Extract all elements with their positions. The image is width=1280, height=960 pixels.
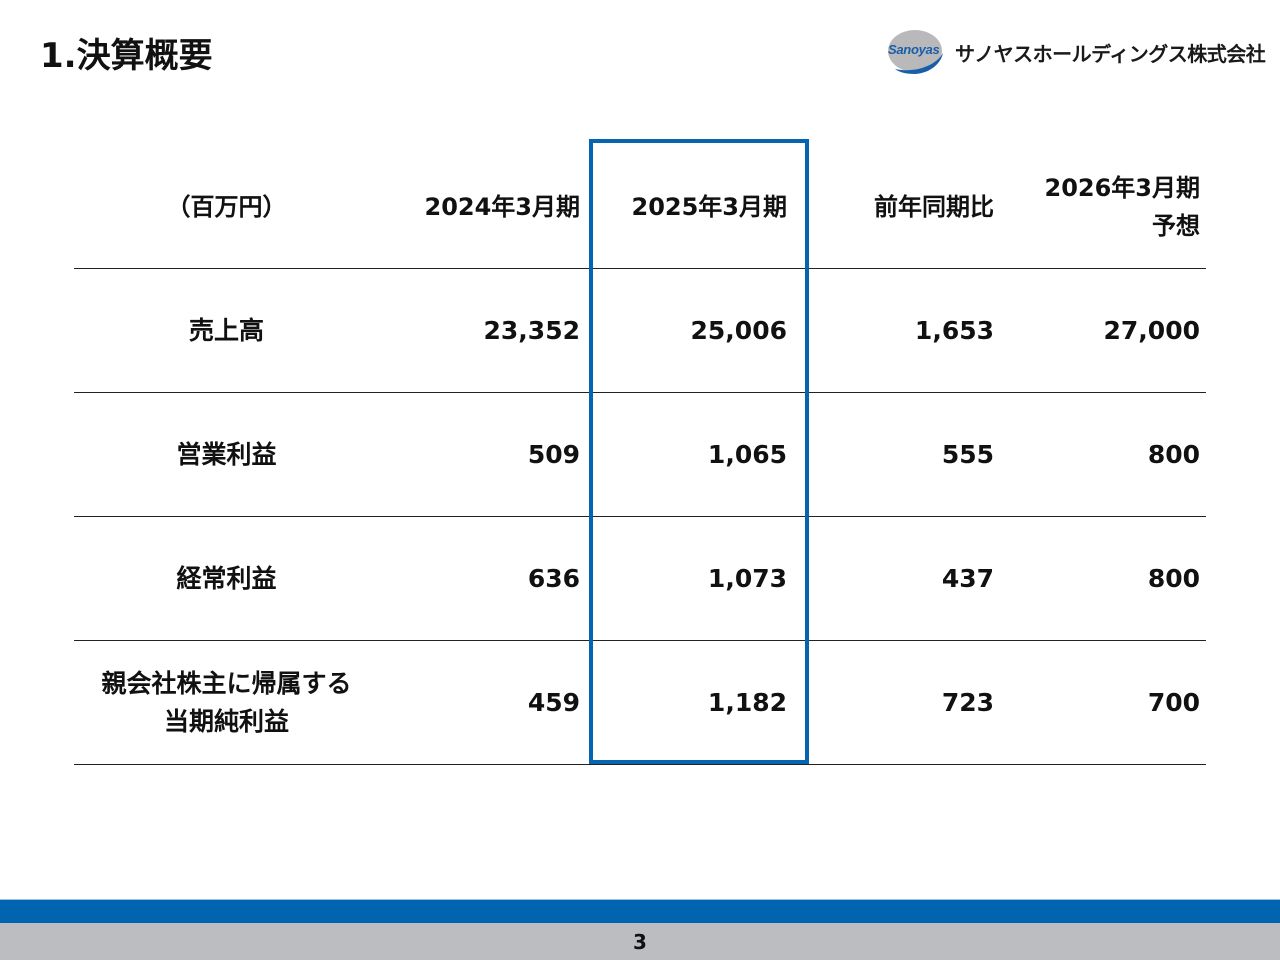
value-fy2025: 1,073 [707, 563, 787, 593]
row-label: 経常利益 [176, 563, 277, 593]
value-fy2025: 1,065 [707, 439, 787, 469]
table-row: 売上高 23,352 25,006 1,653 27,000 [74, 269, 1206, 393]
value-fy2026-forecast: 700 [1147, 687, 1200, 717]
row-label: 営業利益 [176, 439, 277, 469]
value-yoy: 437 [941, 563, 994, 593]
company-name: サノヤスホールディングス株式会社 [955, 41, 1266, 66]
value-yoy: 723 [941, 687, 994, 717]
table-header-row: （百万円） 2024年3月期 2025年3月期 前年同期比 2026年3月期 予… [74, 145, 1206, 269]
value-fy2025: 1,182 [707, 687, 787, 717]
footer-accent-bar [0, 899, 1280, 924]
header-yoy: 前年同期比 [874, 192, 994, 221]
header-fy2025: 2025年3月期 [631, 192, 788, 221]
row-label: 売上高 [188, 315, 264, 345]
page-number: 3 [633, 929, 647, 954]
financial-summary-table: （百万円） 2024年3月期 2025年3月期 前年同期比 2026年3月期 予… [74, 145, 1206, 765]
sanoyas-logo-icon: Sanoyas [887, 29, 945, 75]
table-row: 経常利益 636 1,073 437 800 [74, 517, 1206, 641]
value-fy2026-forecast: 800 [1147, 563, 1200, 593]
header-fy2026-forecast: 2026年3月期 予想 [1044, 173, 1201, 240]
slide-title: 1.決算概要 [40, 36, 213, 76]
company-logo: Sanoyas サノヤスホールディングス株式会社 [887, 28, 1266, 76]
value-fy2025: 25,006 [690, 315, 787, 345]
value-fy2026-forecast: 800 [1147, 439, 1200, 469]
logo-brand-text: Sanoyas [888, 42, 940, 57]
row-label: 親会社株主に帰属する 当期純利益 [101, 668, 352, 736]
value-yoy: 555 [941, 439, 994, 469]
header-fy2024: 2024年3月期 [424, 192, 581, 221]
header-unit: （百万円） [166, 192, 287, 221]
value-yoy: 1,653 [914, 315, 994, 345]
value-fy2024: 509 [527, 439, 580, 469]
value-fy2024: 23,352 [483, 315, 580, 345]
value-fy2024: 459 [527, 687, 580, 717]
table-row: 営業利益 509 1,065 555 800 [74, 393, 1206, 517]
footer: 3 [0, 923, 1280, 960]
table-row: 親会社株主に帰属する 当期純利益 459 1,182 723 700 [74, 641, 1206, 765]
value-fy2026-forecast: 27,000 [1103, 315, 1200, 345]
value-fy2024: 636 [527, 563, 580, 593]
